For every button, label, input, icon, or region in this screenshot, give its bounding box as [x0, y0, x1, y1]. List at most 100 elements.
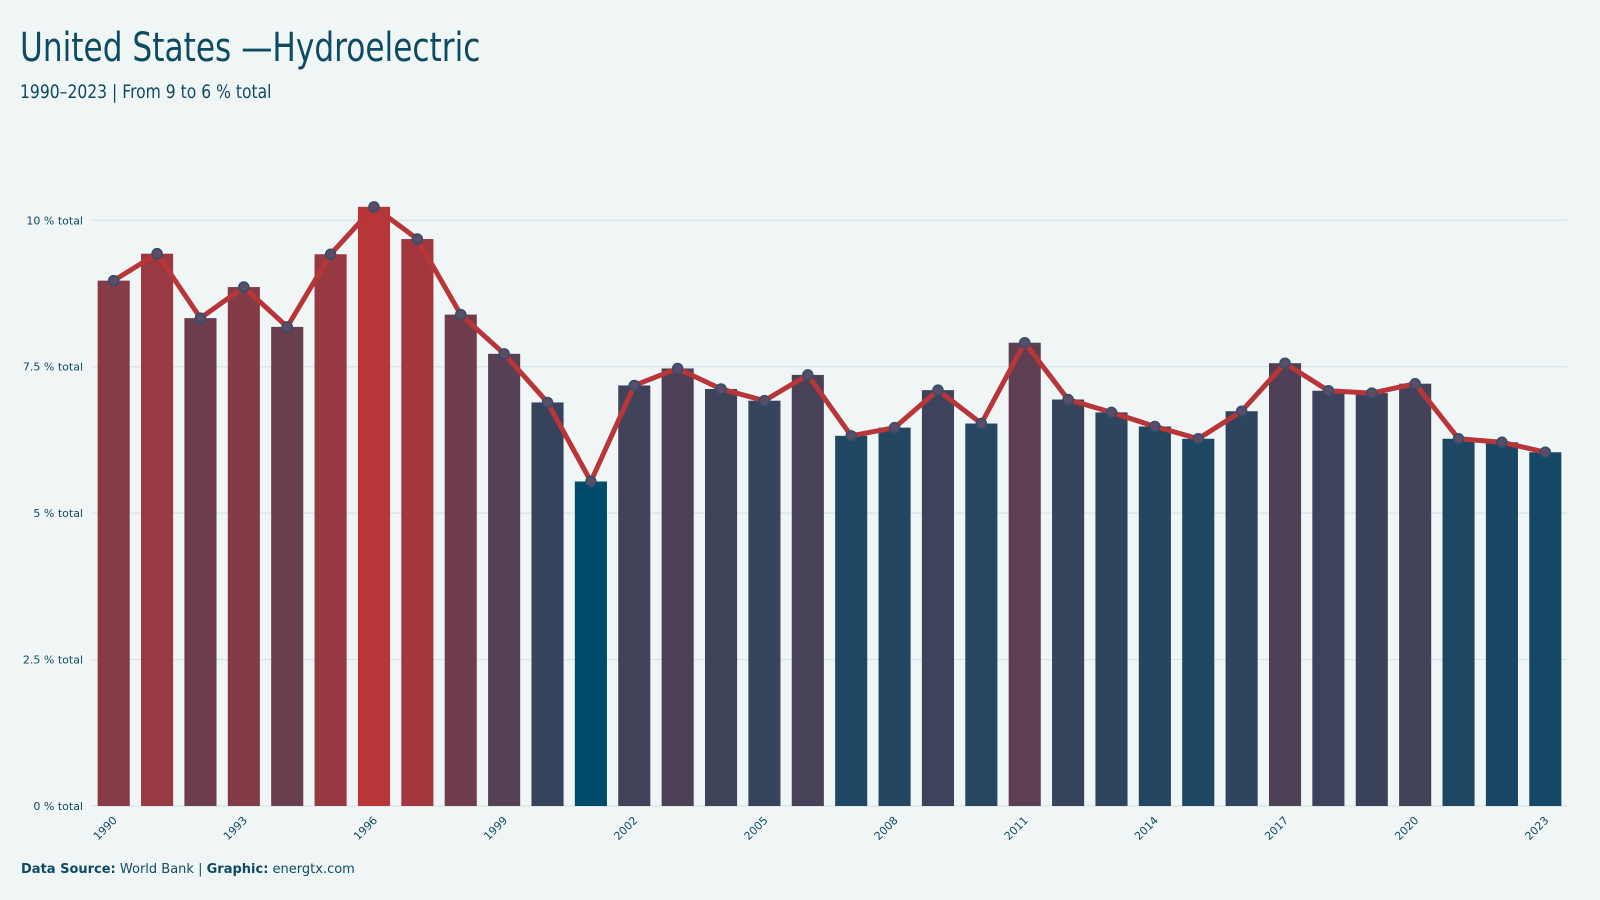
source-value: World Bank [119, 862, 194, 877]
y-axis-ticks: 0 % total 2.5 % total 5 % total 7.5 % total… [23, 214, 83, 813]
x-tick-label: 2023 [1522, 814, 1551, 843]
chart-title: United States —Hydroelectric [20, 25, 481, 71]
graphic-value: energtx.com [272, 862, 355, 877]
y-tick-label: 10 % total [26, 214, 83, 227]
bar-2014 [1138, 426, 1171, 806]
point-2007 [845, 430, 857, 442]
point-1995 [324, 248, 337, 261]
x-tick-label: 2017 [1262, 814, 1291, 843]
bars [97, 206, 1562, 807]
bar-1990 [97, 280, 130, 807]
point-2018 [1322, 384, 1335, 397]
bar-2000 [531, 402, 564, 806]
graphic-label: Graphic: [206, 862, 269, 877]
bar-2018 [1312, 390, 1345, 806]
bar-1995 [314, 254, 347, 806]
bar-2008 [878, 427, 911, 806]
bar-2015 [1182, 438, 1215, 806]
point-1993 [238, 281, 250, 293]
footer-credits: Data Source: World Bank | Graphic: energ… [21, 862, 355, 878]
bar-2005 [748, 400, 781, 806]
x-tick-label: 2020 [1392, 814, 1421, 843]
bar-2007 [835, 435, 868, 806]
y-tick-label: 7.5 % total [23, 361, 83, 374]
point-2006 [802, 369, 814, 381]
bar-2021 [1442, 438, 1475, 806]
bar-2001 [574, 481, 607, 806]
bar-2019 [1355, 393, 1388, 806]
bar-2002 [618, 385, 651, 806]
point-2001 [585, 475, 597, 488]
trend-line [107, 201, 1552, 488]
x-tick-label: 2002 [611, 814, 640, 843]
x-axis-ticks: 1990 1993 1996 1999 2002 2005 2008 2011 2014 2017… [91, 814, 1552, 843]
grid-lines [92, 219, 1567, 807]
point-2015 [1192, 433, 1204, 445]
y-tick-label: 5 % total [33, 507, 83, 520]
bar-2003 [661, 368, 694, 806]
point-2003 [671, 362, 684, 375]
point-2016 [1235, 405, 1248, 417]
point-1996 [368, 201, 380, 213]
point-2005 [758, 394, 771, 407]
point-2020 [1409, 377, 1421, 390]
x-tick-label: 1993 [221, 814, 250, 843]
footer-separator: | [198, 862, 203, 877]
x-tick-label: 2014 [1132, 814, 1161, 843]
point-1994 [281, 321, 293, 333]
x-tick-label: 2011 [1002, 814, 1031, 843]
point-2004 [715, 383, 727, 395]
bar-1998 [444, 314, 477, 806]
point-2000 [541, 396, 554, 409]
point-2008 [888, 421, 901, 434]
bar-2013 [1095, 412, 1128, 806]
bar-2012 [1052, 399, 1085, 806]
bar-2023 [1529, 452, 1562, 806]
bar-2010 [965, 423, 998, 806]
point-2017 [1279, 357, 1291, 369]
bar-2009 [921, 390, 955, 806]
point-1991 [151, 247, 163, 260]
point-2021 [1452, 433, 1465, 445]
bar-1993 [227, 287, 260, 806]
point-1998 [455, 308, 467, 321]
bar-2016 [1225, 411, 1258, 806]
point-2023 [1539, 446, 1552, 458]
point-2014 [1149, 420, 1161, 433]
trend-polyline [112, 204, 1546, 485]
bar-2004 [704, 388, 738, 806]
source-label: Data Source: [21, 862, 116, 877]
x-tick-label: 1999 [481, 814, 510, 843]
x-tick-label: 2005 [742, 814, 771, 843]
bar-1991 [141, 253, 174, 806]
point-2010 [975, 417, 988, 430]
bar-1992 [184, 318, 217, 806]
point-2002 [628, 379, 641, 392]
point-2019 [1366, 387, 1378, 399]
point-2022 [1496, 436, 1508, 449]
y-tick-label: 2.5 % total [23, 654, 83, 667]
x-tick-label: 2008 [872, 814, 901, 843]
point-1999 [498, 348, 510, 360]
bar-1997 [401, 239, 434, 806]
bar-2011 [1008, 342, 1041, 806]
point-2013 [1105, 406, 1118, 419]
point-1992 [194, 312, 207, 324]
point-2012 [1062, 393, 1074, 406]
point-2009 [932, 384, 944, 396]
bar-2017 [1268, 363, 1302, 806]
y-tick-label: 0 % total [33, 800, 83, 813]
bar-1996 [357, 206, 391, 807]
bar-1999 [488, 353, 521, 806]
bar-2006 [791, 374, 824, 806]
x-tick-label: 1990 [91, 814, 120, 843]
bar-1994 [271, 326, 304, 806]
point-1990 [107, 274, 120, 287]
x-tick-label: 1996 [351, 814, 380, 843]
point-1997 [411, 233, 424, 245]
bar-2020 [1399, 383, 1432, 806]
point-2011 [1018, 336, 1031, 349]
chart-subtitle: 1990–2023 | From 9 to 6 % total [20, 81, 272, 103]
bar-2022 [1485, 442, 1518, 806]
